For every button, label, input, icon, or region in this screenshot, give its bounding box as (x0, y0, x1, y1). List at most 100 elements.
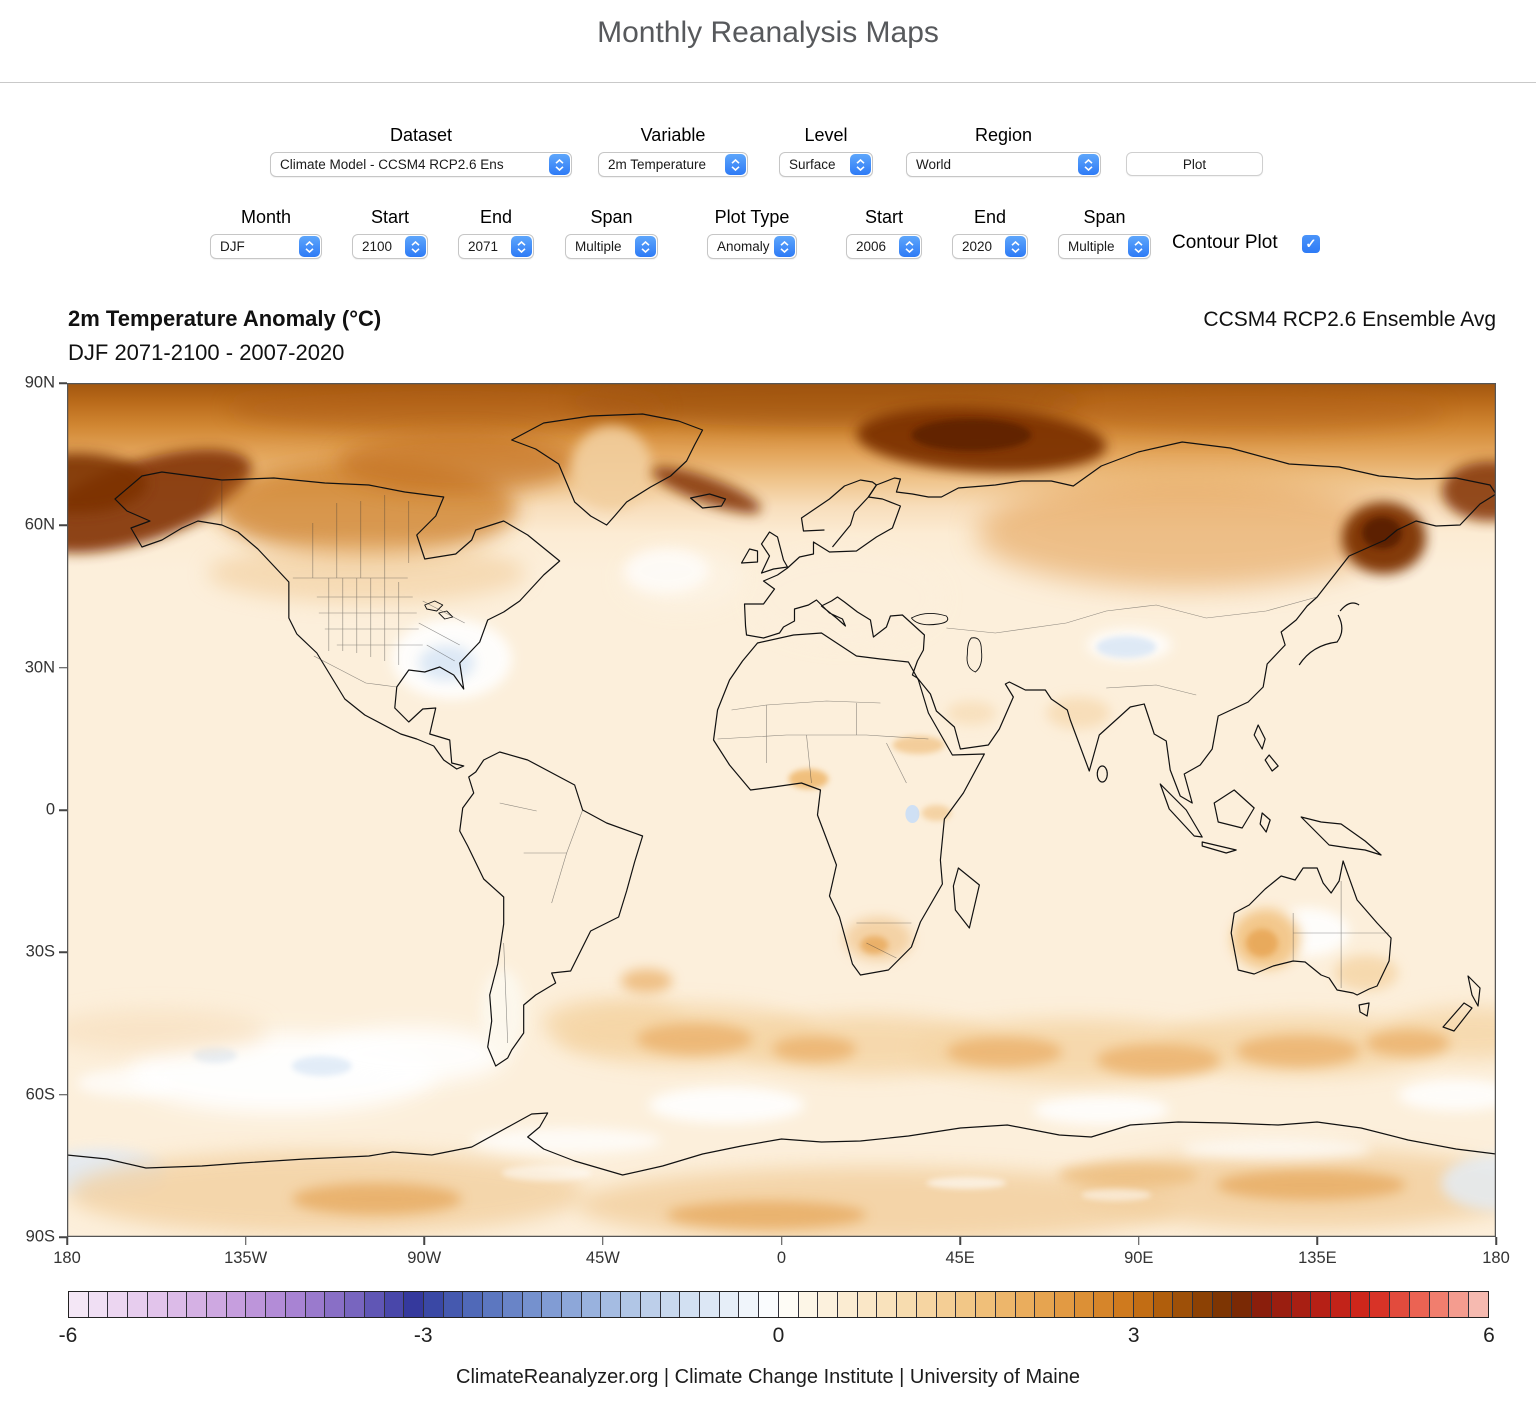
plot-model-label: CCSM4 RCP2.6 Ensemble Avg (1203, 308, 1496, 331)
stepper-icon (511, 236, 532, 257)
end-base-select[interactable]: 2020 (952, 234, 1028, 259)
variable-label: Variable (640, 125, 706, 145)
colorbar-cell (167, 1292, 188, 1317)
start-map-select[interactable]: 2100 (352, 234, 428, 259)
level-group: Level Surface (779, 124, 873, 177)
colorbar-cell (1212, 1292, 1233, 1317)
anomaly-map-svg (67, 383, 1496, 1237)
colorbar-cell (976, 1292, 996, 1317)
month-select[interactable]: DJF (210, 234, 322, 259)
colorbar-cell (1094, 1292, 1115, 1317)
colorbar-cell (128, 1292, 148, 1317)
colorbar-cell (1429, 1292, 1450, 1317)
colorbar-cell (838, 1292, 858, 1317)
lat-axis-tick (59, 951, 67, 954)
stepper-icon (1078, 154, 1099, 175)
colorbar-cell (147, 1292, 168, 1317)
stepper-icon (549, 154, 570, 175)
region-select[interactable]: World (906, 152, 1101, 177)
colorbar-cell (719, 1292, 740, 1317)
end-map-group: End 2071 (458, 206, 534, 259)
lat-tick-label: 30S (25, 942, 55, 961)
colorbar-tick-label: 6 (1483, 1324, 1495, 1347)
plot-type-select[interactable]: Anomaly (707, 234, 797, 259)
colorbar-cell (1153, 1292, 1174, 1317)
end-base-group: End 2020 (952, 206, 1028, 259)
colorbar-cell (1054, 1292, 1075, 1317)
stepper-icon (899, 236, 920, 257)
dataset-label: Dataset (389, 125, 453, 145)
colorbar-cell (581, 1292, 602, 1317)
colorbar-cell (1173, 1292, 1193, 1317)
stepper-icon (1128, 236, 1149, 257)
colorbar-cell (404, 1292, 424, 1317)
end-map-label: End (479, 207, 513, 227)
lon-tick-label: 135E (1298, 1249, 1337, 1267)
contour-plot-checkbox[interactable]: ✓ (1302, 235, 1320, 253)
span-base-select[interactable]: Multiple (1058, 234, 1151, 259)
colorbar-cell (1133, 1292, 1154, 1317)
span-map-select[interactable]: Multiple (565, 234, 658, 259)
plot-type-label: Plot Type (714, 207, 790, 227)
colorbar-cell (285, 1292, 306, 1317)
start-base-select[interactable]: 2006 (846, 234, 922, 259)
lat-axis-tick (59, 666, 67, 669)
colorbar-cell (1035, 1292, 1055, 1317)
colorbar-cell (640, 1292, 661, 1317)
colorbar-cell (700, 1292, 720, 1317)
colorbar-cell (759, 1292, 779, 1317)
start-base-group: Start 2006 (846, 206, 922, 259)
colorbar-cell (1192, 1292, 1213, 1317)
start-map-label: Start (370, 207, 409, 227)
colorbar-cell (384, 1292, 405, 1317)
dataset-value: Climate Model - CCSM4 RCP2.6 Ens (280, 157, 504, 172)
lon-axis-tick (602, 1237, 604, 1245)
span-map-group: Span Multiple (565, 206, 658, 259)
lat-axis-tick (59, 524, 67, 527)
lat-axis-tick (59, 809, 67, 811)
stepper-icon (635, 236, 656, 257)
colorbar-cell (1074, 1292, 1095, 1317)
lon-axis-tick (1495, 1237, 1497, 1245)
colorbar-cell (463, 1292, 484, 1317)
colorbar-cell (561, 1292, 582, 1317)
lon-axis-tick (1138, 1237, 1140, 1245)
start-map-value: 2100 (362, 239, 393, 254)
colorbar-cell (187, 1292, 208, 1317)
colorbar (68, 1291, 1489, 1318)
plot-button-group: Plot (1126, 152, 1263, 176)
lat-tick-label: 0 (45, 800, 55, 819)
plot-title: 2m Temperature Anomaly (°C) (68, 306, 382, 331)
colorbar-cell (1015, 1292, 1036, 1317)
colorbar-cell (1114, 1292, 1134, 1317)
colorbar-cell (995, 1292, 1016, 1317)
level-select[interactable]: Surface (779, 152, 873, 177)
plot-button[interactable]: Plot (1126, 152, 1263, 176)
lon-tick-label: 90E (1124, 1249, 1154, 1267)
colorbar-cell (325, 1292, 346, 1317)
colorbar-cell (266, 1292, 286, 1317)
colorbar-cell (818, 1292, 839, 1317)
colorbar-cell (1370, 1292, 1391, 1317)
dataset-select[interactable]: Climate Model - CCSM4 RCP2.6 Ens (270, 152, 572, 177)
page-title: Monthly Reanalysis Maps (597, 16, 939, 49)
lon-tick-label: 180 (1482, 1249, 1510, 1267)
plot-subtitle: DJF 2071-2100 - 2007-2020 (68, 340, 345, 365)
lat-axis-tick (59, 382, 67, 384)
map-frame (67, 383, 1496, 1237)
colorbar-cell (680, 1292, 700, 1317)
span-base-group: Span Multiple (1058, 206, 1151, 259)
lat-tick-label: 30N (24, 658, 55, 677)
stepper-icon (850, 154, 871, 175)
colorbar-cell (897, 1292, 917, 1317)
lat-tick-label: 60S (25, 1085, 55, 1104)
end-map-select[interactable]: 2071 (458, 234, 534, 259)
lon-axis-tick (423, 1237, 425, 1245)
colorbar-cell (1232, 1292, 1253, 1317)
colorbar-tick-label: -3 (413, 1324, 433, 1347)
variable-select[interactable]: 2m Temperature (598, 152, 748, 177)
region-value: World (916, 157, 952, 172)
colorbar-cell (443, 1292, 464, 1317)
colorbar-cell (226, 1292, 247, 1317)
